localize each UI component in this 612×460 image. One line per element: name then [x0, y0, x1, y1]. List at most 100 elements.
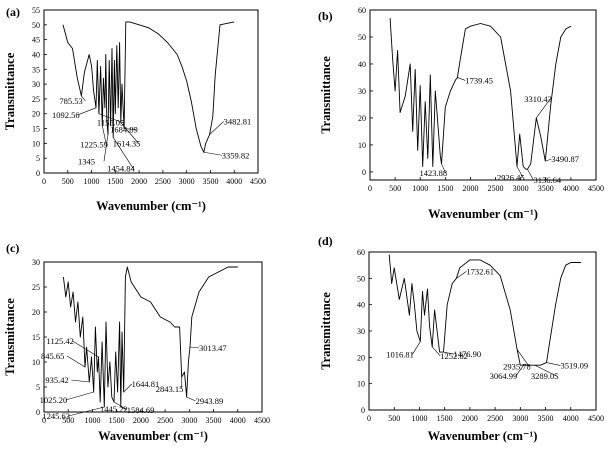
x-tick-label: 1500 — [437, 414, 453, 423]
x-tick-label: 3500 — [202, 177, 218, 186]
peak-annotation: 1155.05 — [97, 118, 124, 128]
y-tick-label: 45 — [32, 36, 40, 45]
annotation-leader — [112, 137, 134, 169]
x-tick-label: 2500 — [157, 416, 173, 425]
y-axis-label: Transmittance — [3, 52, 17, 130]
annotation-leader — [103, 134, 109, 162]
x-tick-label: 1000 — [84, 416, 100, 425]
peak-annotation: 2943.89 — [196, 396, 224, 406]
x-tick-label: 1500 — [107, 177, 123, 186]
x-tick-label: 4500 — [254, 416, 270, 425]
y-axis-label: Transmittance — [3, 298, 17, 376]
peak-annotation: 1445.22 — [100, 404, 128, 414]
annotation-leader — [534, 364, 558, 377]
peak-annotation: 935.42 — [45, 375, 68, 385]
annotation-leader — [443, 351, 454, 355]
x-axis-label: Wavenumber (cm⁻¹) — [96, 199, 206, 213]
peak-annotation: 3359.82 — [222, 150, 250, 160]
y-tick-label: 20 — [358, 114, 366, 123]
y-tick-label: 35 — [32, 65, 40, 74]
x-tick-label: 3000 — [181, 416, 197, 425]
y-tick-label: 10 — [358, 141, 366, 150]
x-tick-label: 2000 — [462, 184, 478, 193]
spectrum-line — [388, 254, 581, 366]
x-tick-label: 3500 — [538, 184, 554, 193]
annotation-leader — [77, 107, 97, 116]
x-tick-label: 4500 — [250, 177, 266, 186]
peak-annotation: 3064.99 — [490, 371, 518, 381]
y-tick-label: 50 — [357, 274, 365, 283]
x-tick-label: 2500 — [488, 184, 504, 193]
x-tick-label: 4500 — [588, 184, 604, 193]
peak-annotation: 3482.81 — [224, 116, 252, 126]
peak-annotation: 2843.15 — [156, 384, 184, 394]
annotation-leader — [81, 95, 86, 102]
annotation-leader — [68, 406, 105, 417]
panel-label: (d) — [318, 234, 333, 248]
y-tick-label: 15 — [32, 333, 40, 342]
panel-label: (a) — [6, 5, 20, 19]
y-tick-label: 5 — [36, 383, 40, 392]
peak-annotation: 1476.90 — [454, 349, 482, 359]
y-tick-label: 10 — [32, 139, 40, 148]
peak-annotation: 1125.42 — [47, 336, 74, 346]
x-tick-label: 1000 — [411, 414, 427, 423]
y-tick-label: 25 — [32, 283, 40, 292]
peak-annotation: 2935.78 — [503, 361, 531, 371]
x-tick-label: 4000 — [563, 414, 579, 423]
peak-annotation: 1245.63 — [42, 411, 70, 421]
y-tick-label: 15 — [32, 125, 40, 134]
x-tick-label: 3000 — [513, 184, 529, 193]
x-tick-label: 3000 — [179, 177, 195, 186]
x-tick-label: 1000 — [84, 177, 100, 186]
y-tick-label: 20 — [357, 353, 365, 362]
peak-annotation: 1225.59 — [80, 140, 108, 150]
annotation-leader — [412, 341, 421, 355]
x-tick-label: 1000 — [412, 184, 428, 193]
y-tick-label: 55 — [32, 6, 40, 15]
annotation-leader — [113, 401, 127, 410]
x-tick-label: 500 — [388, 414, 400, 423]
panel-c: 0 500 1000 1500 2000 2500 3000 3500 4000 45000510… — [3, 241, 270, 443]
y-axis-label: Transmittance — [319, 56, 333, 134]
peak-annotation: 1092.56 — [52, 110, 80, 120]
peak-annotation: 1739.45 — [465, 75, 493, 85]
panel-label: (c) — [6, 241, 19, 255]
annotation-leader — [189, 346, 200, 349]
annotation-leader — [536, 98, 551, 119]
y-tick-label: 25 — [32, 95, 40, 104]
y-tick-label: 0 — [361, 406, 365, 415]
y-tick-label: 30 — [357, 327, 365, 336]
x-tick-label: 4500 — [588, 414, 604, 423]
peak-annotation: 3013.47 — [199, 343, 227, 353]
x-tick-label: 3500 — [206, 416, 222, 425]
panel-a: 0 500 1000 1500 2000 2500 3000 3500 4000 4500 0 5 10… — [3, 5, 266, 213]
peak-annotation: 1423.88 — [420, 168, 448, 178]
panel-label: (b) — [318, 9, 333, 23]
y-tick-label: 60 — [358, 6, 366, 15]
annotation-leader — [72, 340, 99, 358]
peak-annotation: 3136.64 — [534, 175, 562, 185]
peak-annotation: 1644.81 — [132, 379, 160, 389]
annotation-leader — [527, 169, 534, 181]
annotation-leader — [546, 362, 561, 366]
peak-annotation: 1732.61 — [466, 266, 494, 276]
annotation-leader — [516, 166, 524, 178]
annotation-leader — [441, 163, 446, 173]
spectrum-line — [389, 18, 572, 170]
x-tick-label: 3000 — [512, 414, 528, 423]
y-tick-label: 0 — [36, 169, 40, 178]
y-tick-label: 40 — [358, 60, 366, 69]
peak-annotation: 1025.20 — [40, 395, 68, 405]
annotation-leader — [71, 379, 90, 383]
x-tick-label: 3500 — [538, 414, 554, 423]
annotation-leader — [120, 406, 127, 411]
annotation-leader — [209, 121, 224, 135]
panel-d: 0 500 1000 1500 2000 2500 3000 3500 4000 4500 0 10 2… — [318, 234, 604, 443]
annotation-leader — [123, 383, 132, 393]
annotation-leader — [186, 396, 196, 402]
peak-annotation: 3289.05 — [531, 371, 559, 381]
y-tick-label: 40 — [357, 301, 365, 310]
annotation-leader — [515, 365, 524, 377]
